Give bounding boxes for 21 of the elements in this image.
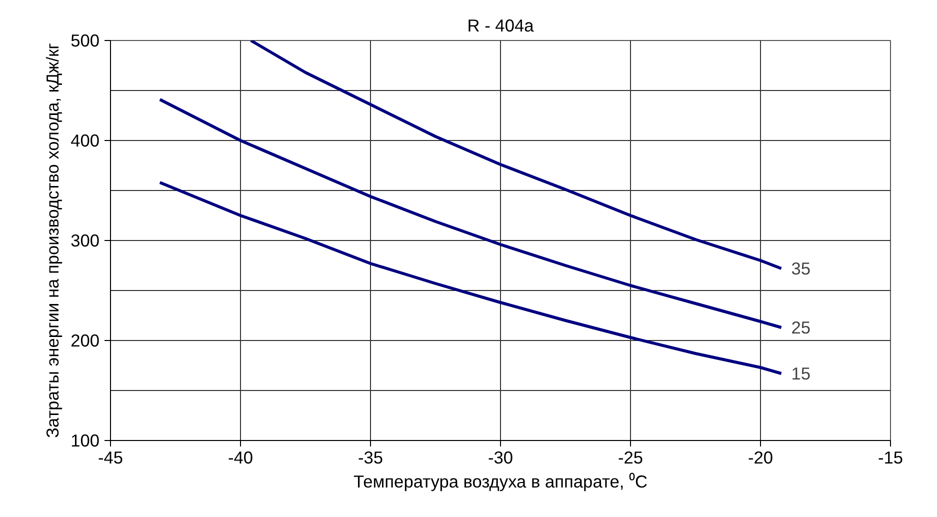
line-series xyxy=(249,40,783,270)
x-tick-label: -40 xyxy=(228,448,254,468)
y-tick-label: 200 xyxy=(70,330,100,350)
x-tick-label: -45 xyxy=(98,448,124,468)
chart-title: R - 404a xyxy=(467,16,534,36)
x-tick-label: -30 xyxy=(488,448,514,468)
line-series xyxy=(158,181,783,375)
y-tick-label: 300 xyxy=(70,230,100,250)
line-series xyxy=(158,98,783,329)
x-tick-label: -25 xyxy=(618,448,644,468)
x-axis-title: Температура воздуха в аппарате, ⁰C xyxy=(354,472,648,492)
y-tick-label: 500 xyxy=(70,30,100,50)
y-tick-label: 400 xyxy=(70,130,100,150)
x-tick-label: -15 xyxy=(878,448,904,468)
series-label: 15 xyxy=(791,364,811,384)
y-axis-title: Затраты энергии на производство холода, кДж/кг xyxy=(42,43,63,438)
y-tick-label: 100 xyxy=(70,430,100,450)
series-label: 35 xyxy=(791,258,811,278)
series-label: 25 xyxy=(791,318,811,338)
x-tick-label: -20 xyxy=(748,448,774,468)
x-tick-label: -35 xyxy=(358,448,384,468)
